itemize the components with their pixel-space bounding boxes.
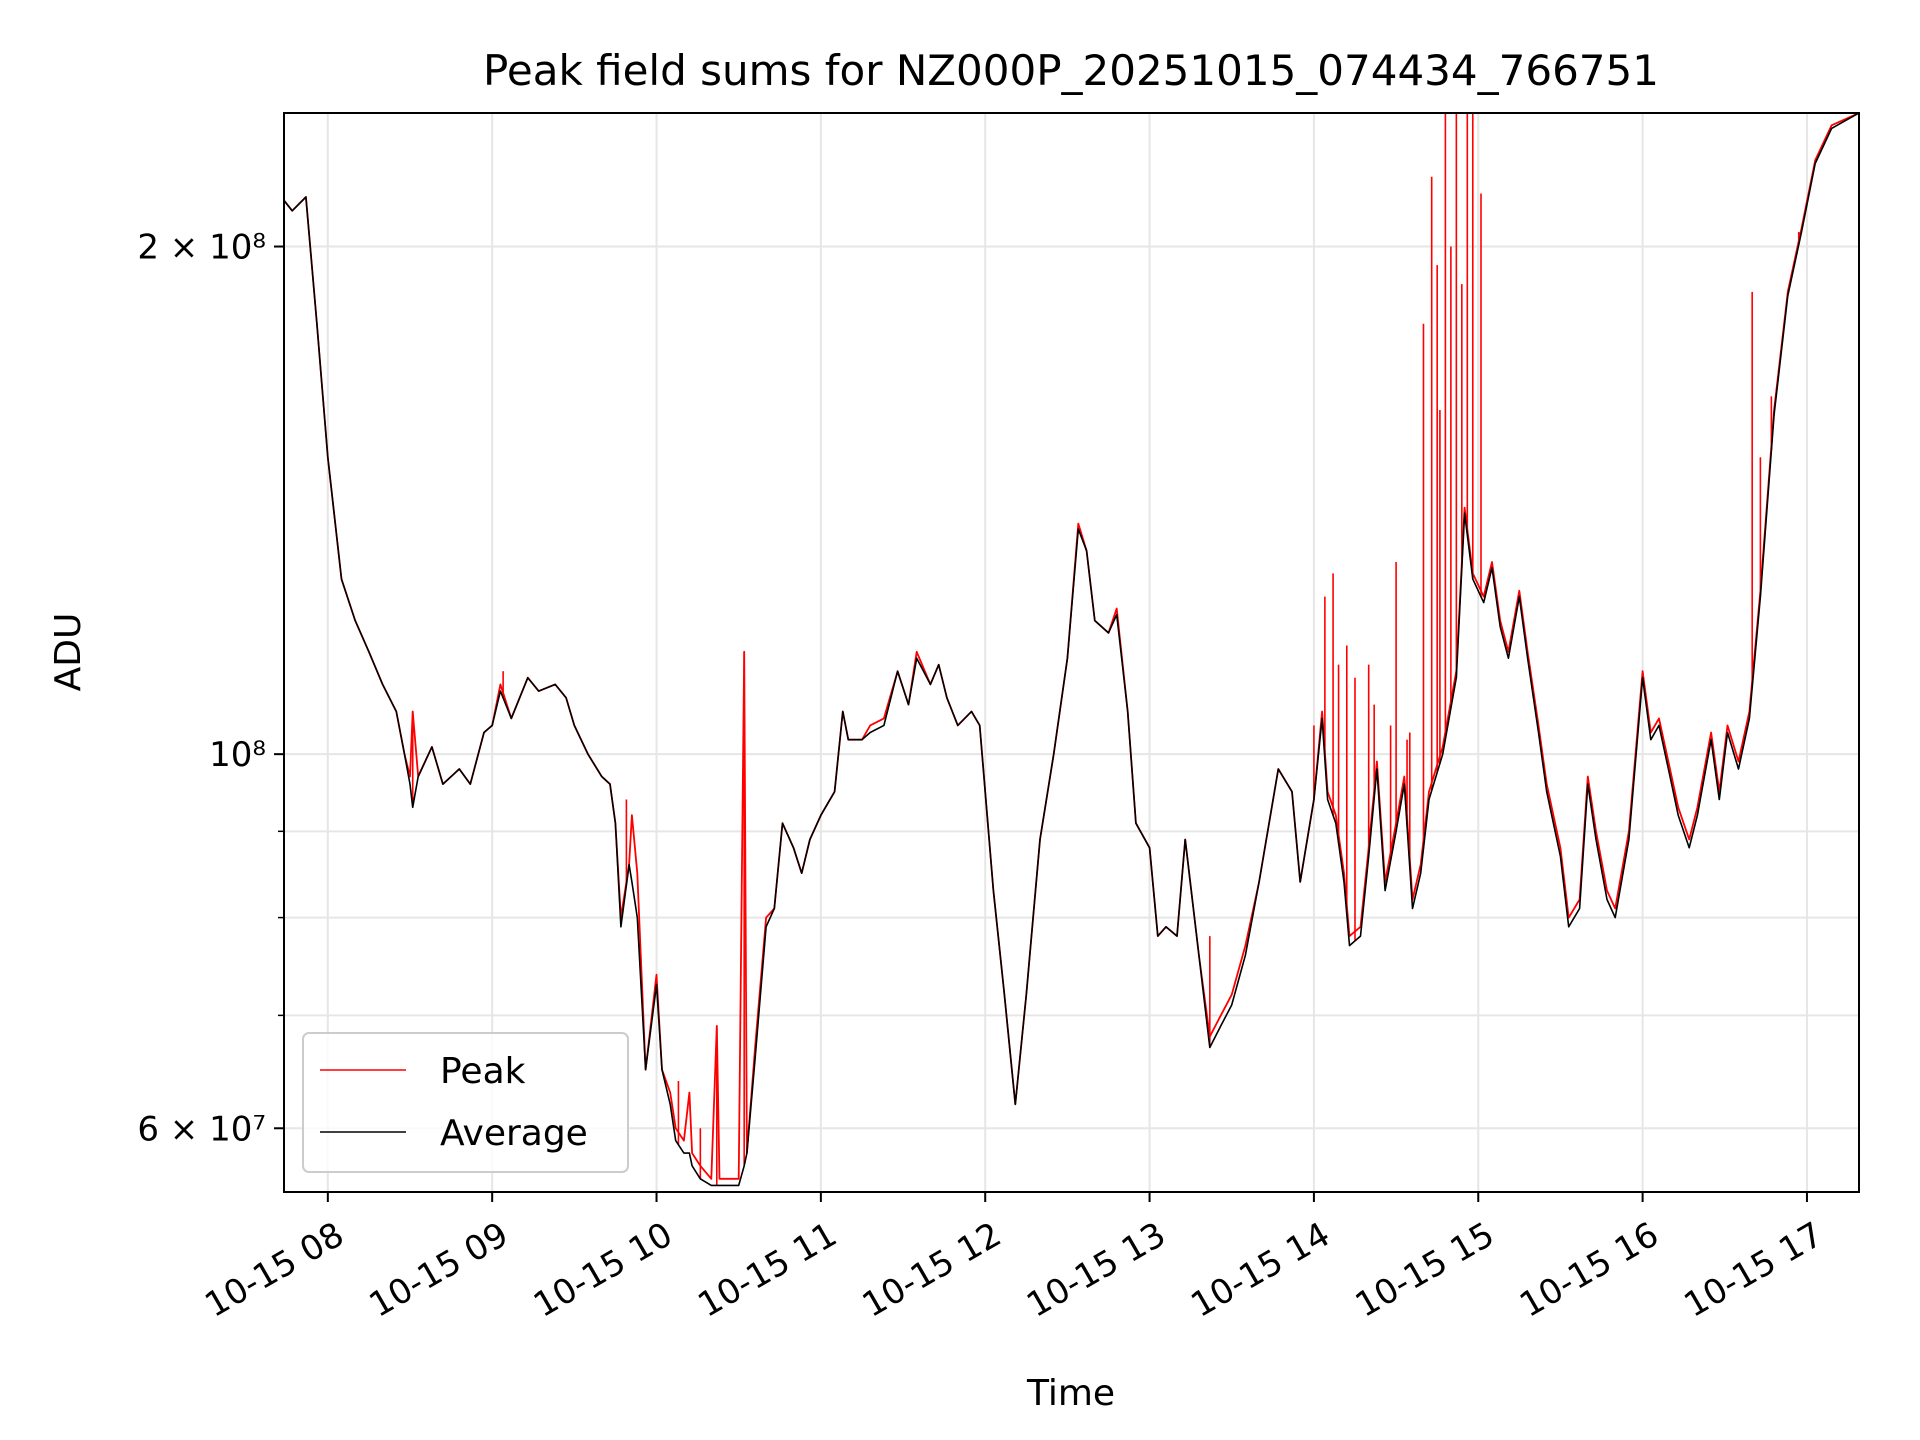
average-series-line [284,113,1859,1187]
x-axis-label: Time [1026,1373,1115,1414]
legend-average-label: Average [440,1113,588,1154]
y-tick-label: 10⁸ [209,735,266,775]
y-tick-label: 6 × 10⁷ [137,1109,266,1149]
legend-peak-label: Peak [440,1051,526,1092]
plot-series [284,113,1859,1187]
legend-box [302,1032,629,1173]
y-tick-label: 2 × 10⁸ [137,228,266,268]
y-axis-label: ADU [48,613,89,692]
plot-frame [283,112,1860,1193]
grid [284,113,1859,1192]
y-axis-ticks: 6 × 10⁷ 10⁸ 2 × 10⁸ [137,228,284,1149]
legend: Peak Average [302,1032,629,1173]
chart-title: Peak field sums for NZ000P_20251015_0744… [483,46,1659,95]
series-group [284,113,1859,1187]
